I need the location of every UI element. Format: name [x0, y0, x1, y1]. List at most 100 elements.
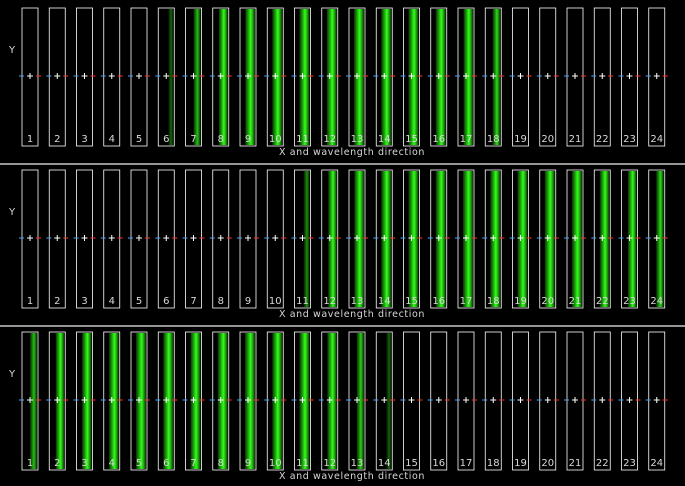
center-cross-marker [272, 235, 279, 241]
slit-number-label: 9 [245, 296, 251, 307]
slit-outline [212, 7, 230, 147]
slit-number-label: 8 [218, 296, 224, 307]
center-cross-marker [326, 73, 333, 79]
slit-9: 9 [237, 331, 259, 471]
center-cross-marker [81, 235, 88, 241]
slit-number-label: 23 [623, 134, 636, 145]
center-cross-marker [544, 397, 551, 403]
slit-outline [239, 7, 257, 147]
slit-number-label: 18 [487, 458, 500, 469]
slit-number-label: 7 [190, 134, 196, 145]
slit-number-label: 4 [109, 134, 115, 145]
spectrum-band [435, 9, 446, 145]
slit-number-label: 8 [218, 458, 224, 469]
slit-19: 19 [509, 7, 532, 147]
slit-3: 3 [73, 331, 96, 471]
center-cross-marker [108, 235, 115, 241]
spectrum-band [463, 171, 473, 307]
slit-number-label: 24 [650, 296, 663, 307]
slit-4: 4 [100, 7, 123, 147]
slit-outline [403, 331, 420, 471]
spectrum-band [245, 333, 255, 469]
spectrum-band [435, 171, 446, 307]
spectrum-band [327, 333, 337, 469]
slit-2: 2 [46, 169, 69, 309]
slit-number-label: 7 [190, 296, 196, 307]
center-cross-marker [626, 235, 633, 241]
slit-outline [512, 169, 529, 309]
spectrum-band [272, 9, 283, 145]
slit-outline [103, 331, 121, 471]
center-cross-marker [54, 397, 61, 403]
spectrum-band [354, 171, 364, 307]
slit-outline [375, 169, 393, 309]
slit-outline [157, 7, 175, 147]
spectrum-band [190, 333, 201, 469]
spectrum-band [599, 171, 610, 307]
slit-number-label: 18 [487, 134, 500, 145]
slit-number-label: 22 [596, 296, 609, 307]
slit-14: 14 [373, 331, 396, 471]
slit-18: 18 [482, 7, 505, 147]
panels-layer: Y1 2 3 4 5 6 7 8 9 10 11 12 13 14 15 16 17 18 19 20 21 22 23 24… [0, 7, 685, 482]
center-cross-marker [599, 73, 606, 79]
slit-outline [621, 7, 638, 147]
slit-number-label: 15 [405, 458, 418, 469]
slit-outline [321, 331, 339, 471]
center-cross-marker [27, 235, 33, 241]
slit-16: 16 [427, 169, 450, 309]
slit-number-label: 11 [296, 134, 309, 145]
slit-14: 14 [373, 169, 396, 309]
y-axis-label: Y [8, 45, 16, 56]
slit-number-label: 22 [596, 134, 609, 145]
slit-outline [539, 331, 557, 471]
center-cross-marker [435, 73, 442, 79]
slit-outline [403, 7, 420, 147]
slit-15: 15 [400, 7, 423, 147]
slit-number-label: 13 [351, 134, 364, 145]
center-cross-marker [653, 397, 660, 403]
slit-outline [457, 7, 475, 147]
slit-number-label: 14 [378, 296, 391, 307]
slit-number-label: 7 [190, 458, 196, 469]
slit-7: 7 [182, 169, 205, 309]
spectrum-band [463, 9, 473, 145]
spectrum-band [490, 171, 501, 307]
slit-number-label: 20 [541, 458, 554, 469]
spectrum-band [326, 9, 337, 145]
center-cross-marker [626, 73, 633, 79]
slit-21: 21 [564, 331, 586, 471]
slit-outline [157, 169, 175, 309]
center-cross-marker [136, 235, 142, 241]
slit-outline [484, 169, 502, 309]
spectrum-band [656, 171, 664, 307]
slit-number-label: 12 [323, 458, 336, 469]
slit-23: 23 [618, 169, 641, 309]
slit-number-label: 16 [432, 134, 445, 145]
slit-number-label: 8 [218, 134, 224, 145]
slit-20: 20 [536, 331, 559, 471]
slit-outline [484, 7, 502, 147]
slit-number-label: 13 [351, 458, 364, 469]
slit-outline [430, 7, 448, 147]
slit-number-label: 13 [351, 296, 364, 307]
slit-outline [321, 7, 339, 147]
center-cross-marker [572, 235, 578, 241]
slit-number-label: 21 [569, 458, 582, 469]
center-cross-marker [599, 235, 606, 241]
slit-number-label: 23 [623, 296, 636, 307]
slit-2: 2 [46, 331, 69, 471]
spectrum-band [303, 171, 310, 307]
slit-number-label: 1 [27, 458, 33, 469]
center-cross-marker [490, 73, 497, 79]
center-cross-marker [54, 73, 61, 79]
slit-number-label: 16 [432, 458, 445, 469]
spectrum-band [544, 171, 555, 307]
slit-4: 4 [100, 331, 123, 471]
slit-outline [130, 169, 148, 309]
slit-number-label: 3 [81, 458, 87, 469]
slit-8: 8 [209, 331, 232, 471]
slit-outline [539, 7, 557, 147]
slit-13: 13 [346, 7, 368, 147]
